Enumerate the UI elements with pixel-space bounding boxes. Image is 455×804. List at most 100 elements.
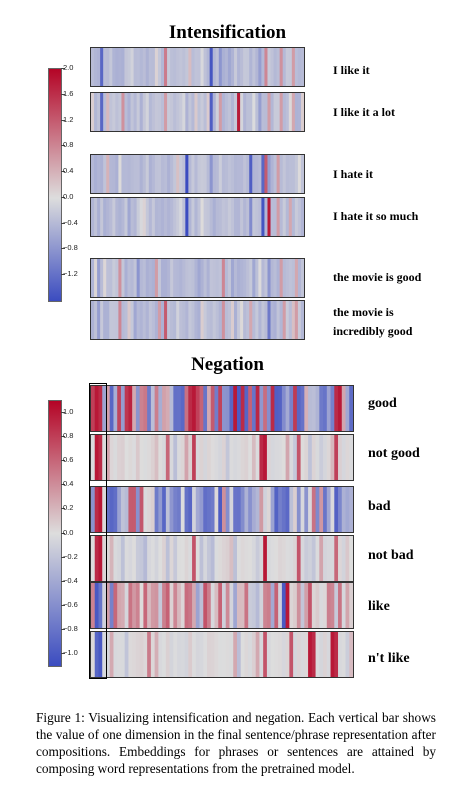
heatmap-cell	[185, 48, 189, 86]
heatmap-cell	[188, 632, 193, 677]
heatmap-cell	[273, 301, 278, 339]
heatmap-cell	[279, 48, 284, 86]
heatmap-row	[90, 92, 305, 132]
heatmap-cell	[236, 632, 242, 677]
heatmap-cell	[270, 198, 275, 236]
heatmap-cell	[289, 386, 294, 431]
colorbar-tick-mark	[61, 532, 65, 534]
colorbar-tick-label: 2.0	[63, 63, 74, 72]
heatmap-cell	[244, 386, 249, 431]
heatmap-cell	[148, 301, 153, 339]
heatmap-cell	[103, 259, 107, 297]
colorbar-tick-mark	[61, 93, 65, 95]
heatmap-cell	[124, 487, 129, 532]
heatmap-cell	[308, 435, 313, 480]
heatmap-cell	[227, 48, 232, 86]
heatmap-cell	[162, 536, 167, 581]
heatmap-cell	[251, 435, 257, 480]
heatmap-cell	[103, 48, 107, 86]
heatmap-cell	[281, 632, 287, 677]
heatmap-cell	[102, 386, 107, 431]
heatmap-cell	[240, 632, 245, 677]
heatmap-cell	[165, 632, 171, 677]
heatmap-cell	[263, 487, 268, 532]
heatmap-cell	[109, 259, 113, 297]
heatmap-cell	[128, 487, 133, 532]
heatmap-cell	[278, 536, 283, 581]
heatmap-cell	[258, 259, 262, 297]
heatmap-cell	[139, 386, 144, 431]
heatmap-cell	[177, 583, 182, 628]
heatmap-cell	[203, 301, 208, 339]
heatmap-cell	[148, 198, 153, 236]
heatmap-cell	[236, 487, 242, 532]
heatmap-cell	[91, 583, 96, 628]
heatmap-cell	[252, 259, 256, 297]
heatmap-cell	[203, 435, 208, 480]
colorbar-tick-mark	[61, 653, 65, 654]
heatmap-cell	[243, 198, 247, 236]
heatmap-cell	[143, 632, 148, 677]
heatmap-cell	[274, 435, 279, 480]
heatmap-cell	[311, 536, 317, 581]
heatmap-cell	[270, 48, 275, 86]
heatmap-cell	[215, 198, 220, 236]
heatmap-cell	[148, 259, 153, 297]
heatmap-cell	[105, 536, 111, 581]
heatmap-row	[90, 582, 354, 629]
heatmap-cell	[249, 301, 253, 339]
heatmap-cell	[243, 48, 247, 86]
heatmap-cell	[338, 487, 343, 532]
heatmap-cell	[315, 487, 320, 532]
heatmap-cell	[218, 155, 223, 193]
heatmap-cell	[234, 93, 238, 131]
heatmap-cell	[246, 93, 250, 131]
heatmap-cell	[139, 583, 144, 628]
heatmap-cell	[240, 259, 244, 297]
heatmap-cell	[315, 583, 320, 628]
heatmap-cell	[176, 155, 180, 193]
heatmap-row	[90, 154, 305, 194]
heatmap-cell	[266, 386, 272, 431]
heatmap-cell	[278, 386, 283, 431]
heatmap-cell	[120, 435, 126, 480]
heatmap-cell	[170, 155, 174, 193]
heatmap-cell	[120, 386, 126, 431]
heatmap-cell	[345, 583, 350, 628]
heatmap-row	[90, 300, 305, 340]
heatmap-cell	[192, 536, 197, 581]
heatmap-cell	[132, 386, 137, 431]
heatmap-cell	[212, 93, 217, 131]
heatmap-cell	[249, 48, 253, 86]
heatmap-cell	[255, 155, 259, 193]
heatmap-cell	[191, 155, 195, 193]
heatmap-cell	[279, 198, 284, 236]
heatmap-cell	[118, 198, 122, 236]
heatmap-cell	[270, 93, 275, 131]
heatmap-cell	[179, 93, 183, 131]
row-label: bad	[368, 499, 391, 514]
heatmap-cell	[259, 386, 264, 431]
heatmap-cell	[91, 536, 96, 581]
heatmap-cell	[173, 536, 178, 581]
heatmap-cell	[308, 536, 313, 581]
heatmap-cell	[246, 198, 250, 236]
heatmap-cell	[154, 198, 159, 236]
heatmap-cell	[246, 155, 250, 193]
heatmap-cell	[212, 155, 217, 193]
heatmap-cell	[157, 301, 162, 339]
heatmap-cell	[221, 93, 226, 131]
heatmap-cell	[180, 632, 186, 677]
heatmap-cell	[221, 48, 226, 86]
heatmap-cell	[206, 198, 211, 236]
heatmap-cell	[252, 48, 256, 86]
heatmap-cell	[200, 198, 205, 236]
colorbar-tick-mark	[61, 604, 65, 606]
heatmap-cell	[164, 48, 168, 86]
heatmap-cell	[304, 435, 309, 480]
heatmap-cell	[133, 259, 138, 297]
heatmap-cell	[158, 536, 163, 581]
heatmap-cell	[192, 435, 197, 480]
heatmap-cell	[102, 435, 107, 480]
heatmap-cell	[170, 48, 174, 86]
